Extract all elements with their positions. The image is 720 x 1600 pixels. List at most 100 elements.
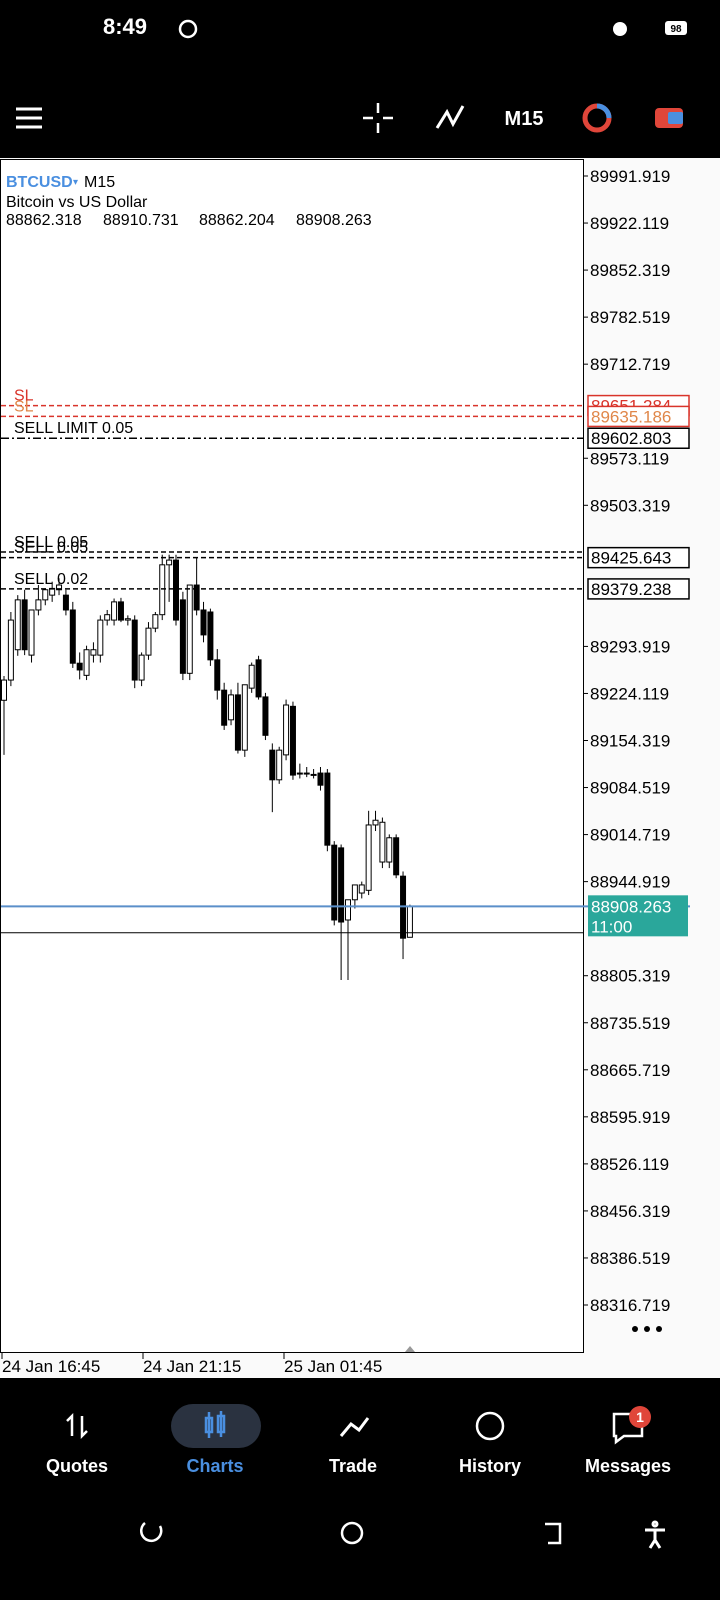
order-price: 89635.186 xyxy=(591,407,671,426)
candle-body xyxy=(207,611,214,661)
crosshair-button[interactable] xyxy=(363,103,393,133)
candle-body xyxy=(193,584,200,611)
candle-body xyxy=(303,772,310,775)
price-tick-label: 89084.519 xyxy=(590,779,670,798)
badge xyxy=(629,1406,651,1428)
battery-level: 98 xyxy=(670,24,682,35)
price-tick-label: 88665.719 xyxy=(590,1061,670,1080)
ohlc-value: 88862.204 xyxy=(199,212,275,229)
candle-body xyxy=(7,619,14,681)
alarm-icon xyxy=(178,19,198,39)
price-tick-label: 89712.719 xyxy=(590,355,670,374)
nav-label[interactable]: Messages xyxy=(584,1456,672,1476)
order-button-half xyxy=(668,112,683,124)
order-label: SELL 0.02 xyxy=(14,571,88,588)
more-button[interactable] xyxy=(632,1326,662,1332)
nav-label[interactable]: Charts xyxy=(186,1456,244,1476)
indicators-button[interactable] xyxy=(435,105,465,129)
order-price: 89602.803 xyxy=(591,429,671,448)
candle-body xyxy=(331,844,338,921)
order-price: 89425.643 xyxy=(591,549,671,568)
price-tick-label: 89224.119 xyxy=(590,684,669,703)
candle-body xyxy=(21,599,28,651)
candle-body xyxy=(358,884,365,894)
order-label: SL xyxy=(14,398,34,415)
ohlc-value: 88908.263 xyxy=(296,212,372,229)
nav-label[interactable]: Quotes xyxy=(45,1456,108,1476)
battery-icon xyxy=(665,21,687,35)
ohlc-value: 88910.731 xyxy=(103,212,179,229)
candle-body xyxy=(56,584,63,591)
price-tick-label: 88316.719 xyxy=(590,1296,670,1315)
price-tick-label: 89573.119 xyxy=(590,449,669,468)
candle-body xyxy=(111,601,118,621)
description: Bitcoin vs US Dollar xyxy=(6,194,148,211)
current-price-box xyxy=(588,895,688,937)
active-pill xyxy=(171,1404,261,1448)
chart: BTCUSD ▾ M15 Bitcoin vs US Dollar 88862.… xyxy=(0,159,690,1376)
price-tick-label: 89782.519 xyxy=(590,308,670,327)
price-tick-label: 88526.119 xyxy=(590,1155,669,1174)
candle-body xyxy=(351,884,358,901)
candle-body xyxy=(338,847,345,923)
candle-body xyxy=(393,837,400,876)
candle-body xyxy=(131,619,138,681)
candle-body xyxy=(62,594,69,611)
accessibility-button[interactable] xyxy=(645,1520,665,1549)
candle-body xyxy=(138,654,145,681)
candle-body xyxy=(214,659,221,691)
candle-body xyxy=(310,773,317,776)
price-tick-label: 88595.919 xyxy=(590,1108,670,1127)
home-button[interactable] xyxy=(340,1521,364,1545)
candle-body xyxy=(166,559,173,566)
candle-body xyxy=(221,689,228,726)
scroll-marker xyxy=(405,1346,415,1352)
candle-body xyxy=(69,609,76,664)
back-button[interactable] xyxy=(545,1522,562,1545)
symbol-dropdown[interactable]: ▾ xyxy=(73,177,78,188)
order-label: SELL LIMIT 0.05 xyxy=(14,420,133,437)
current-price: 88908.263 xyxy=(591,897,671,916)
candle-body xyxy=(234,694,241,751)
candle-body xyxy=(228,694,235,721)
price-tick-label: 89154.319 xyxy=(590,732,670,751)
candle-body xyxy=(255,659,262,698)
symbol[interactable]: BTCUSD xyxy=(6,174,73,191)
timeframe: M15 xyxy=(84,174,115,191)
alarm-icon xyxy=(613,22,627,36)
toolbar-icons: 98 M15 xyxy=(16,19,687,133)
charts-icon[interactable] xyxy=(204,1411,226,1438)
candle-body xyxy=(117,601,124,621)
candle-body xyxy=(262,696,269,736)
trade-button-arc xyxy=(596,103,612,119)
time-label: 24 Jan 21:15 xyxy=(143,1357,241,1376)
candle-body xyxy=(83,649,90,676)
candle-body xyxy=(159,564,166,616)
nav-label[interactable]: Trade xyxy=(328,1456,378,1476)
timeframe-button[interactable]: M15 xyxy=(505,108,544,130)
history-icon[interactable] xyxy=(475,1411,505,1441)
candle-body xyxy=(283,704,290,756)
candle-body xyxy=(35,599,42,611)
trade-icon[interactable] xyxy=(339,1417,370,1437)
candle-body xyxy=(179,599,186,674)
recents-button[interactable] xyxy=(140,1522,163,1543)
price-tick-label: 89922.119 xyxy=(590,214,669,233)
ohlc: 88862.318 88910.731 88862.204 88908.263 xyxy=(6,212,372,229)
order-label: SL xyxy=(14,388,34,405)
candle-body xyxy=(28,609,35,656)
price-tick-label: 89293.919 xyxy=(590,637,670,656)
candle-body xyxy=(145,627,152,656)
price-tick-label: 89014.719 xyxy=(590,826,670,845)
price-tick-label: 89991.919 xyxy=(590,167,670,186)
nav-label[interactable]: History xyxy=(458,1456,521,1476)
candle-body xyxy=(104,614,111,621)
menu-button[interactable] xyxy=(16,107,42,129)
quotes-icon[interactable] xyxy=(66,1412,88,1440)
badge-count: 1 xyxy=(636,1409,644,1425)
candle-body xyxy=(124,618,131,621)
order-price-box xyxy=(587,546,690,569)
price-tick-label: 88386.519 xyxy=(590,1249,670,1268)
price-tick-label: 88456.319 xyxy=(590,1202,670,1221)
